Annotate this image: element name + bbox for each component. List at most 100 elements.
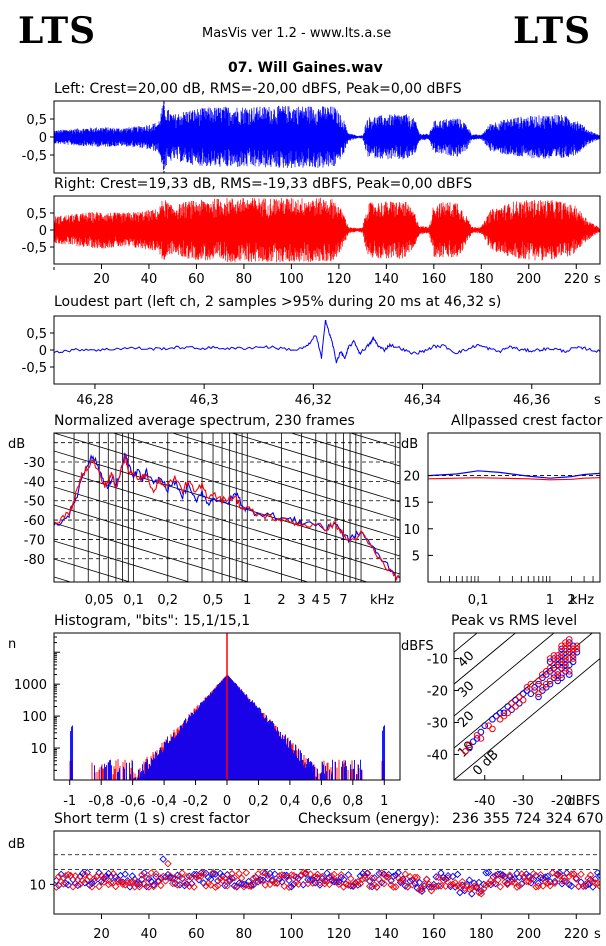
y-tick-label: 20	[403, 470, 420, 485]
y-tick-label: -30	[427, 716, 448, 731]
scatter-point	[558, 674, 565, 682]
crest-point	[498, 871, 507, 879]
crest-point	[128, 877, 137, 886]
crest-point	[263, 871, 272, 880]
crest-series-right	[427, 477, 601, 481]
diagonal-label: 0 dB	[470, 747, 502, 779]
scatter-point	[535, 677, 542, 685]
crest-point	[223, 881, 232, 890]
scatter-point	[554, 671, 562, 678]
crest-point	[268, 876, 277, 884]
crest-point	[451, 878, 459, 887]
crest-point	[593, 879, 600, 888]
x-tick-label: 1	[243, 593, 251, 608]
crest-point	[470, 882, 478, 891]
x-tick-label: 1	[380, 794, 388, 809]
scatter-point	[554, 677, 562, 685]
short-term-grid	[54, 854, 600, 870]
crest-point	[285, 876, 293, 885]
scatter-point	[542, 680, 550, 688]
scatter-point	[546, 680, 554, 688]
scatter-point	[562, 639, 569, 646]
crest-point	[434, 873, 443, 882]
scatter-point	[558, 655, 565, 662]
x-tick-label: 80	[236, 272, 253, 287]
scatter-point	[527, 680, 535, 688]
crest-point	[529, 870, 538, 878]
x-tick-label: 220	[564, 272, 589, 287]
x-tick-label: 2	[567, 593, 575, 608]
crest-point	[323, 877, 331, 886]
crest-point	[256, 876, 265, 885]
scatter-point	[569, 648, 577, 656]
y-axis-label: dB	[8, 437, 25, 452]
scatter-point	[565, 671, 573, 678]
crest-point	[570, 870, 578, 878]
grid-line	[54, 540, 191, 582]
scatter-point	[516, 700, 523, 707]
scatter-point	[550, 655, 558, 662]
crest-point	[218, 876, 227, 885]
scatter-point	[527, 690, 535, 698]
x-tick-label: 46,36	[513, 393, 550, 408]
histogram-title: Histogram, "bits": 15,1/15,1	[54, 613, 251, 629]
y-tick-label: 1000	[14, 678, 47, 693]
crest-point	[425, 880, 433, 888]
spectrum-series-right	[54, 454, 400, 581]
scatter-point	[504, 703, 512, 710]
x-tick-label: 7	[339, 593, 347, 608]
crest-point	[484, 868, 493, 877]
crest-point	[240, 882, 248, 891]
crest-point	[320, 880, 329, 888]
scatter-point	[542, 671, 550, 678]
scatter-point	[558, 645, 565, 653]
crest-point	[527, 875, 535, 884]
crest-point	[544, 879, 552, 888]
crest-point	[81, 870, 89, 879]
x-tick-label: 46,34	[404, 393, 441, 408]
scatter-point	[554, 661, 562, 669]
crest-point	[325, 880, 334, 889]
crest-point	[351, 879, 360, 888]
left-channel-title: Left: Crest=20,00 dB, RMS=-20,00 dBFS, P…	[54, 81, 462, 97]
crest-point	[403, 883, 412, 891]
scatter-point	[558, 661, 565, 669]
scatter-point	[546, 658, 554, 666]
crest-point	[247, 882, 255, 890]
peak-rms-series-right	[462, 636, 581, 755]
crest-point	[453, 870, 462, 879]
crest-point	[377, 869, 386, 877]
y-tick-label: -40	[24, 475, 45, 490]
scatter-point	[554, 658, 562, 666]
crest-point	[268, 877, 277, 885]
x-tick-label: 0,6	[311, 794, 332, 809]
y-tick-label: 0,5	[26, 207, 47, 222]
crest-point	[525, 872, 533, 881]
crest-point	[517, 880, 526, 888]
crest-point	[180, 879, 189, 887]
scatter-point	[558, 664, 565, 672]
x-tick-label: 1	[546, 593, 554, 608]
crest-point	[149, 882, 158, 891]
crest-point	[558, 877, 566, 885]
crest-point	[536, 870, 545, 879]
grid-line	[230, 433, 400, 485]
x-tick-label: 0,05	[85, 593, 114, 608]
crest-point	[356, 879, 364, 888]
crest-point	[501, 878, 509, 886]
scatter-point	[500, 712, 508, 720]
x-tick-label: 40	[141, 927, 158, 942]
x-tick-label: 2	[277, 593, 285, 608]
y-axis-label: n	[8, 637, 16, 652]
scatter-point	[508, 706, 515, 713]
x-tick-label: 180	[469, 272, 494, 287]
scatter-point	[473, 731, 481, 739]
grid-line	[171, 433, 400, 503]
crest-point	[465, 876, 474, 884]
crest-point	[356, 872, 364, 880]
y-tick-label: 0,5	[26, 327, 47, 342]
crest-point	[209, 868, 217, 877]
crest-point	[164, 859, 172, 868]
crest-point	[199, 879, 208, 887]
x-tick-label: 0	[223, 794, 231, 809]
